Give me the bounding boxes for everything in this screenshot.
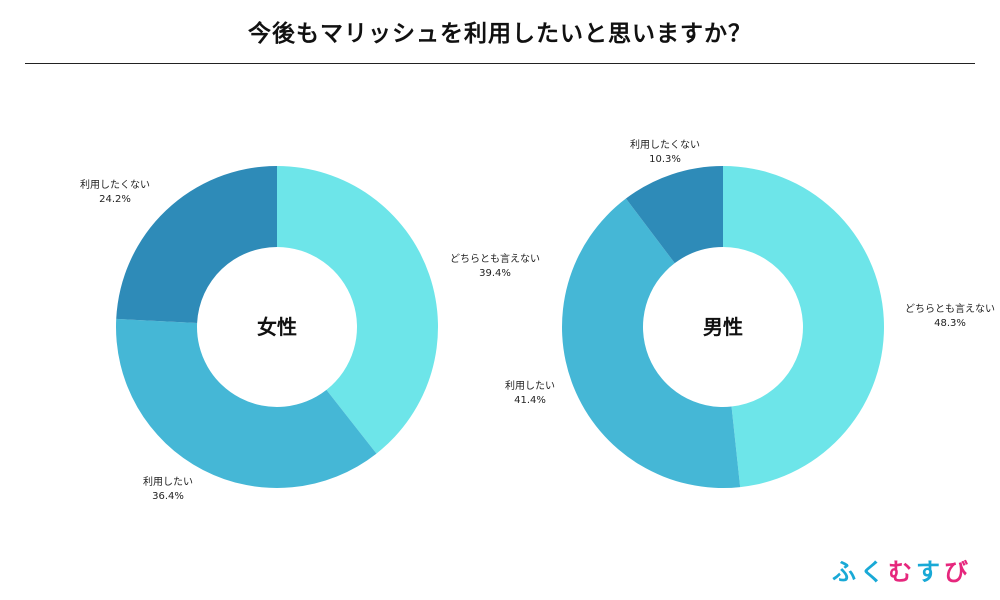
- slice-value-label: 36.4%: [152, 491, 184, 502]
- brand-logo: ふくむすび: [832, 552, 972, 587]
- slice-value-label: 39.4%: [479, 268, 511, 279]
- logo-char: む: [888, 558, 916, 586]
- slice-label: どちらとも言えない: [450, 252, 540, 265]
- slice-value-label: 41.4%: [514, 395, 546, 406]
- slice-value-label: 48.3%: [934, 318, 966, 329]
- donut-center-label: 男性: [703, 315, 743, 339]
- donut-slice: [625, 166, 723, 264]
- slice-value-label: 10.3%: [649, 154, 681, 165]
- slice-label: どちらとも言えない: [905, 302, 995, 315]
- slice-label: 利用したくない: [80, 179, 150, 191]
- logo-char: く: [860, 558, 888, 586]
- donut-slice: [116, 166, 278, 323]
- donut-slice: [277, 166, 438, 454]
- title-divider: [25, 63, 975, 64]
- donut-slice: [562, 198, 741, 489]
- donut-slice: [723, 166, 884, 488]
- logo-char: ふ: [832, 558, 860, 586]
- slice-label: 利用したい: [143, 476, 193, 488]
- slice-label: 利用したくない: [630, 139, 700, 151]
- slice-value-label: 24.2%: [99, 194, 131, 205]
- slice-label: 利用したい: [505, 380, 555, 392]
- chart-title: 今後もマリッシュを利用したいと思いますか？: [248, 21, 752, 47]
- donut-center-label: 女性: [257, 315, 297, 339]
- logo-char: す: [916, 558, 944, 586]
- logo-char: び: [944, 558, 972, 586]
- donut-slice: [115, 318, 377, 488]
